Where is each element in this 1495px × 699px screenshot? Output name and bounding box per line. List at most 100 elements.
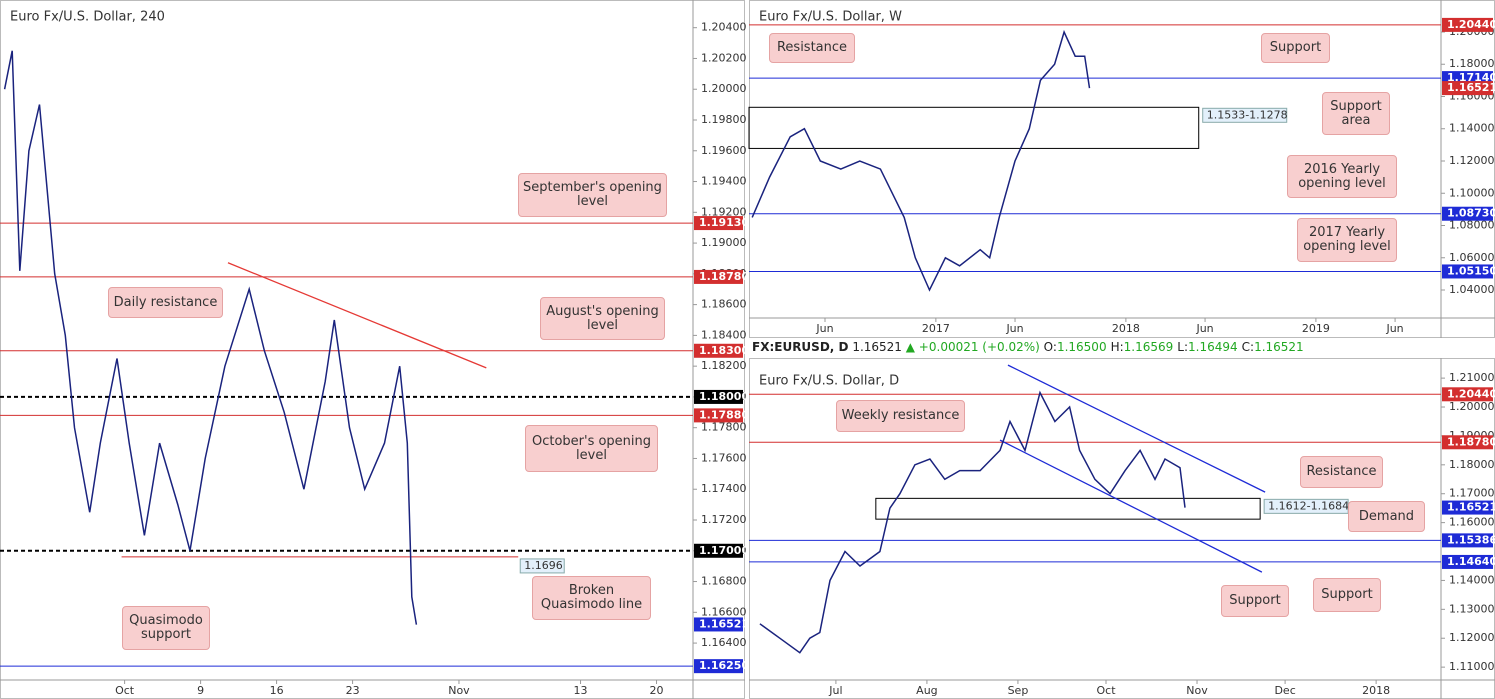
level-label: 1.18780: [1447, 435, 1495, 448]
level-label: 1.18300: [699, 344, 749, 357]
level-label: 1.17000: [699, 544, 749, 557]
y-tick-label: 1.08000: [1449, 219, 1495, 232]
ohlc-value: 1.16521: [1254, 340, 1304, 354]
ohlc-value: 1.16500: [1056, 340, 1107, 354]
y-tick-label: 1.17200: [701, 513, 747, 526]
x-tick-label: Jun: [815, 322, 833, 335]
y-tick-label: 1.19600: [701, 144, 747, 157]
x-tick-label: 2018: [1112, 322, 1140, 335]
annotation: Support: [1313, 578, 1381, 612]
annotation: Support: [1221, 585, 1289, 617]
x-tick-label: Jun: [1195, 322, 1213, 335]
current-price-label: 1.16521: [1447, 81, 1495, 94]
ohlc: O:1.16500 H:1.16569 L:1.16494 C:1.16521: [1044, 340, 1308, 354]
level-label: 1.15386: [1447, 533, 1495, 546]
x-tick-label: Aug: [916, 684, 937, 697]
y-tick-label: 1.19800: [701, 113, 747, 126]
annotation: August's opening level: [540, 297, 665, 340]
annotation: 2017 Yearly opening level: [1297, 218, 1397, 262]
zone: [875, 497, 1261, 520]
level-label: 1.18000: [699, 390, 749, 403]
x-tick-label: 2019: [1302, 322, 1330, 335]
annotation: Weekly resistance: [836, 400, 965, 432]
x-tick-label: 23: [346, 684, 360, 697]
y-tick-label: 1.12000: [1449, 154, 1495, 167]
ohlc-value: 1.16569: [1123, 340, 1174, 354]
y-tick-label: 1.04000: [1449, 283, 1495, 296]
level-box: [1442, 387, 1493, 402]
level-label: 1.19130: [699, 216, 749, 229]
x-tick-label: 13: [574, 684, 588, 697]
price-line: [3, 50, 418, 625]
level-label: 1.17880: [699, 408, 749, 421]
current-price-box: [1442, 500, 1493, 515]
x-tick-label: Dec: [1274, 684, 1295, 697]
last-price: 1.16521: [852, 340, 902, 354]
level-label: 1.08730: [1447, 207, 1495, 220]
y-tick-label: 1.21000: [1449, 371, 1495, 384]
x-tick-label: Nov: [448, 684, 470, 697]
annotation: Broken Quasimodo line: [532, 576, 651, 620]
y-tick-label: 1.18400: [701, 328, 747, 341]
x-tick-label: 9: [197, 684, 204, 697]
y-tick-label: 1.10000: [1449, 186, 1495, 199]
trendline: [999, 439, 1263, 573]
annotation: October's opening level: [525, 425, 658, 472]
x-tick-label: 2017: [922, 322, 950, 335]
y-tick-label: 1.17000: [1449, 487, 1495, 500]
zone-label: 1.1533-1.1278: [1207, 108, 1288, 121]
level-box: [1442, 435, 1493, 450]
y-tick-label: 1.17600: [701, 451, 747, 464]
level-label: 1.20440: [1447, 18, 1495, 31]
zone: [748, 106, 1200, 149]
trendline: [1007, 364, 1266, 493]
symbol-header: FX:EURUSD, D 1.16521 ▲ +0.00021 (+0.02%)…: [752, 340, 1308, 354]
level-box: [1442, 264, 1493, 279]
y-tick-label: 1.16600: [701, 605, 747, 618]
y-tick-label: 1.17800: [701, 421, 747, 434]
ohlc-label: H:: [1110, 340, 1124, 354]
level-box: [694, 343, 743, 358]
level-box: [694, 543, 743, 558]
segment-label-box: [519, 558, 565, 574]
zone-label: 1.1612-1.1684: [1268, 499, 1349, 512]
chart-title: Euro Fx/U.S. Dollar, W: [759, 10, 902, 25]
level-box: [1442, 533, 1493, 548]
level-box: [694, 216, 743, 231]
current-price-label: 1.16521: [1447, 501, 1495, 514]
y-tick-label: 1.18200: [701, 359, 747, 372]
y-tick-label: 1.20000: [1449, 400, 1495, 413]
annotation: Resistance: [769, 33, 855, 63]
y-tick-label: 1.17400: [701, 482, 747, 495]
level-box: [694, 408, 743, 423]
x-tick-label: Nov: [1186, 684, 1208, 697]
annotation: Demand: [1348, 501, 1425, 532]
y-tick-label: 1.20000: [701, 82, 747, 95]
annotation: Resistance: [1300, 456, 1383, 488]
annotation: 2016 Yearly opening level: [1287, 155, 1397, 198]
panel: 1.200001.180001.160001.140001.120001.100…: [748, 0, 1495, 338]
annotation: Support: [1261, 33, 1330, 63]
level-box: [694, 269, 743, 284]
y-tick-label: 1.16800: [701, 575, 747, 588]
ohlc-label: C:: [1241, 340, 1255, 354]
current-price-box: [694, 617, 743, 632]
annotation: Daily resistance: [108, 287, 223, 318]
x-tick-label: Jun: [1005, 322, 1023, 335]
y-tick-label: 1.19000: [701, 236, 747, 249]
level-box: [694, 659, 743, 674]
ohlc-label: L:: [1177, 340, 1189, 354]
x-tick-label: 20: [650, 684, 664, 697]
ohlc-label: O:: [1043, 340, 1057, 354]
y-tick-label: 1.18000: [1449, 458, 1495, 471]
level-box: [1442, 554, 1493, 569]
y-tick-label: 1.16400: [701, 636, 747, 649]
y-tick-label: 1.16000: [1449, 516, 1495, 529]
x-tick-label: Sep: [1008, 684, 1029, 697]
y-tick-label: 1.14000: [1449, 122, 1495, 135]
y-tick-label: 1.19400: [701, 175, 747, 188]
x-tick-label: Oct: [1096, 684, 1116, 697]
change: ▲ +0.00021 (+0.02%): [905, 340, 1040, 354]
x-tick-label: 16: [270, 684, 284, 697]
